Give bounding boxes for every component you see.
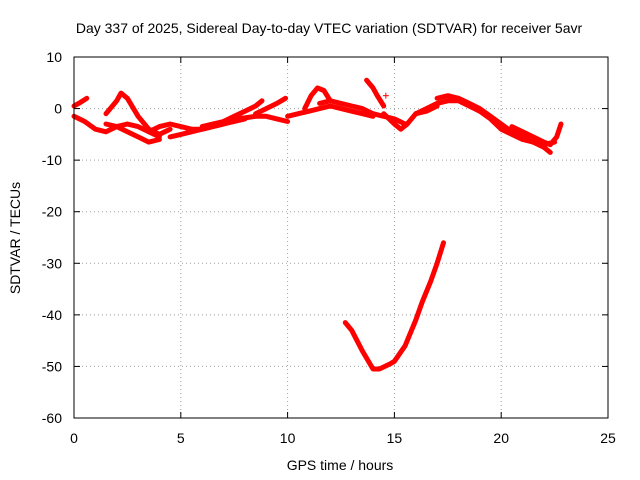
y-axis-label: SDTVAR / TECUs xyxy=(7,182,23,294)
series-arc-11 xyxy=(302,85,333,112)
x-axis-label: GPS time / hours xyxy=(287,457,394,473)
series-arc-6 xyxy=(167,116,248,140)
series-arc-16 xyxy=(434,93,553,155)
x-tick-label: 25 xyxy=(600,430,616,446)
series-arc-7 xyxy=(199,113,291,130)
x-tick-label: 20 xyxy=(493,430,509,446)
data-point xyxy=(382,92,389,99)
series-arc-13 xyxy=(364,77,387,109)
series-arc-17 xyxy=(509,121,564,148)
series-arc-1 xyxy=(71,95,90,109)
series-arc-4 xyxy=(103,121,162,145)
plot-frame xyxy=(73,56,609,419)
y-tick-label: 0 xyxy=(54,101,62,117)
x-tick-label: 15 xyxy=(387,430,403,446)
y-tick-label: 10 xyxy=(46,49,62,65)
series-arc-18 xyxy=(342,240,446,372)
series-arc-3 xyxy=(103,90,173,137)
x-tick-label: 10 xyxy=(280,430,296,446)
data-series xyxy=(71,77,564,372)
series-arc-10 xyxy=(285,103,376,119)
y-tick-label: -20 xyxy=(42,204,62,220)
x-tick-label: 0 xyxy=(70,430,78,446)
axis-ticks: 0 5 10 15 20 25 10 0 -10 -20 -30 -40 -50 -60 xyxy=(42,49,616,446)
series-arc-8 xyxy=(221,98,265,124)
y-tick-label: -30 xyxy=(42,255,62,271)
x-tick-label: 5 xyxy=(177,430,185,446)
chart-title: Day 337 of 2025, Sidereal Day-to-day VTE… xyxy=(76,20,583,36)
y-tick-label: -50 xyxy=(42,358,62,374)
y-tick-label: -10 xyxy=(42,152,62,168)
series-arc-9 xyxy=(253,95,288,117)
y-tick-label: -40 xyxy=(42,307,62,323)
y-tick-label: -60 xyxy=(42,410,62,426)
